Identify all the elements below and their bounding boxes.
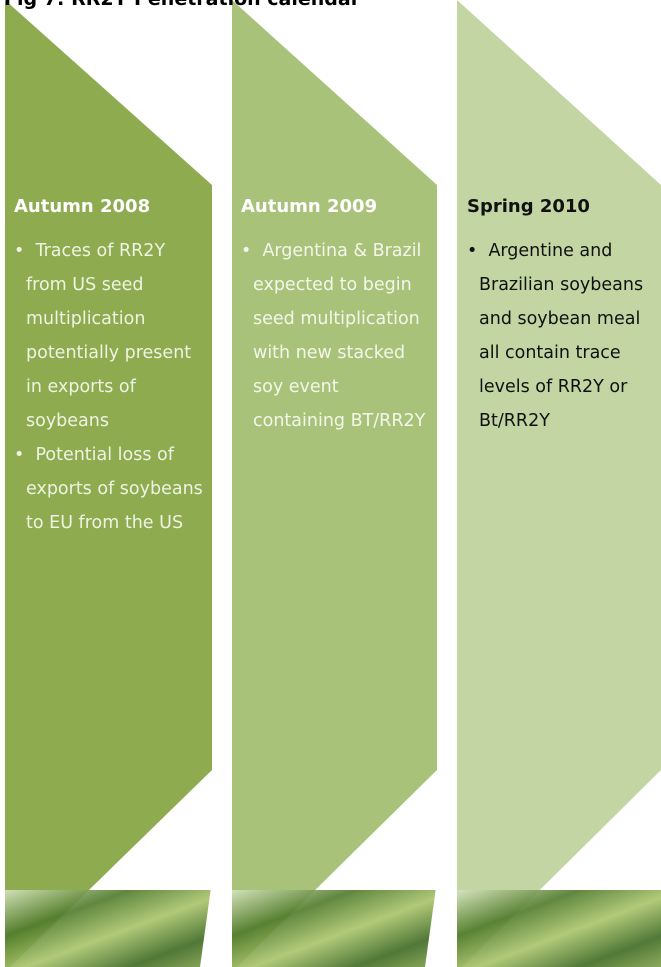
column-heading: Autumn 2008	[14, 196, 151, 217]
bullet: Traces of RR2Y from US seed multiplicati…	[14, 234, 206, 438]
bullet: Argentine and Brazilian soybeans and soy…	[467, 234, 659, 438]
column-heading: Autumn 2009	[241, 196, 378, 217]
chevron	[457, 0, 661, 967]
grass-strip	[5, 890, 661, 967]
column: Autumn 2008 Traces of RR2Y from US seed m…	[14, 192, 206, 540]
column-heading: Spring 2010	[467, 196, 590, 217]
chevron	[232, 0, 437, 967]
column: Spring 2010 Argentine and Brazilian soybe…	[467, 192, 659, 438]
bullet-list: Argentina & Brazil expected to begin see…	[241, 234, 433, 438]
column: Autumn 2009 Argentina & Brazil expected t…	[241, 192, 433, 438]
bullet-list: Traces of RR2Y from US seed multiplicati…	[14, 234, 206, 540]
bullet-list: Argentine and Brazilian soybeans and soy…	[467, 234, 659, 438]
bullet: Potential loss of exports of soybeans to…	[14, 438, 206, 540]
bullet: Argentina & Brazil expected to begin see…	[241, 234, 433, 438]
title: Fig 7: RR2Y Penetration calendar	[4, 0, 360, 10]
strip-gaps	[200, 880, 457, 967]
